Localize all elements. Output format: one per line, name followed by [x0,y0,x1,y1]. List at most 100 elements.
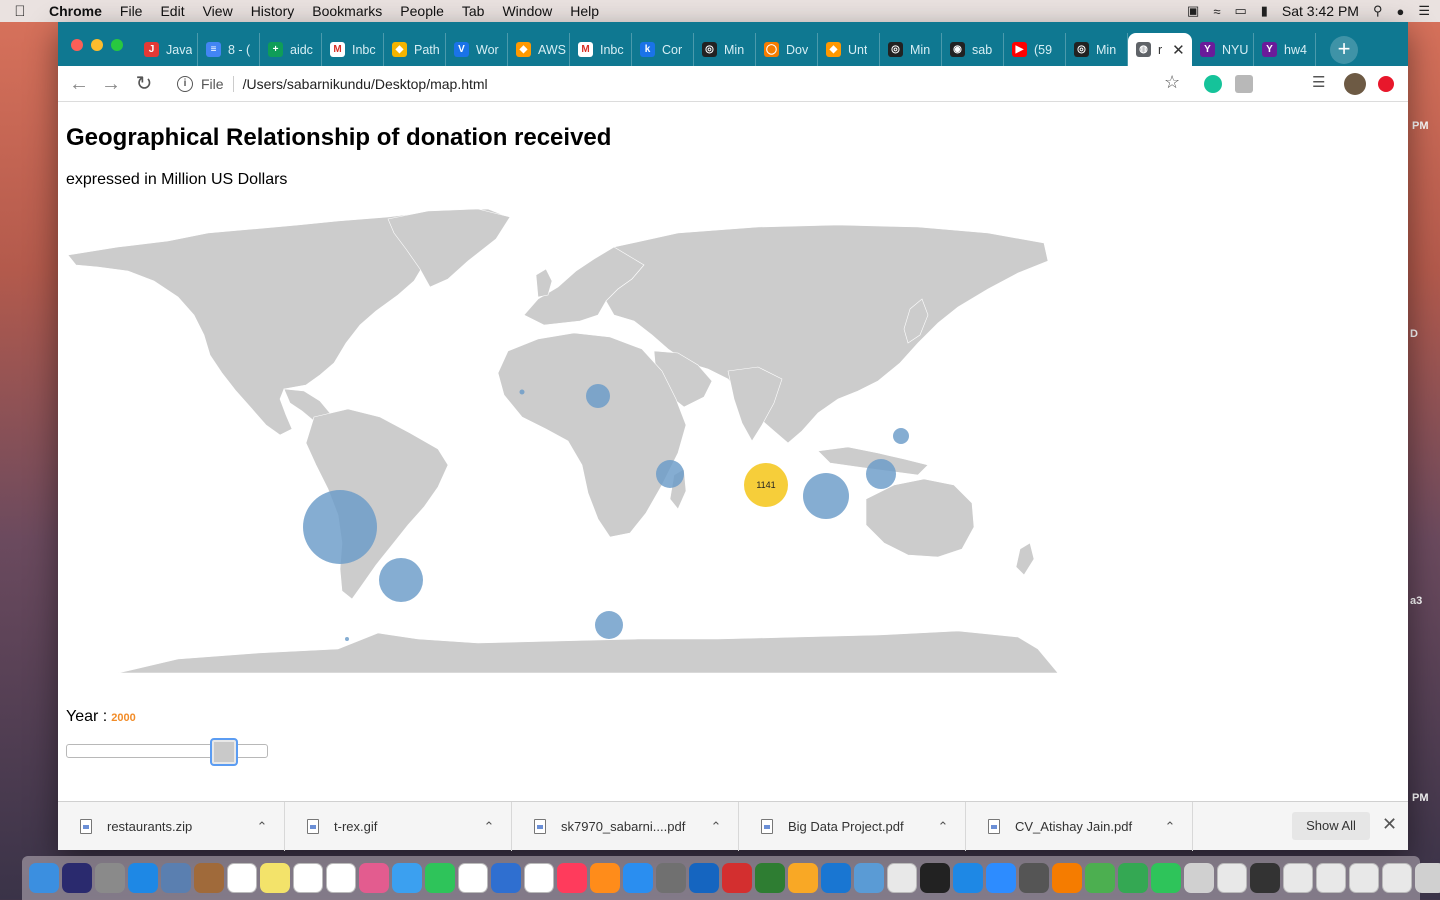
dock-app-icon[interactable] [28,863,59,893]
donation-bubble[interactable] [866,459,896,489]
reload-icon[interactable]: ↻ [135,73,153,95]
apple-menu-icon[interactable]:  [0,3,40,20]
dock-app-icon[interactable] [853,863,884,893]
dock-app-icon[interactable] [325,863,356,893]
bookmark-star-icon[interactable]: ☆ [1164,72,1181,92]
browser-tab[interactable]: ◆ Path [384,33,446,66]
chevron-up-icon[interactable]: ⌃ [710,818,722,834]
new-tab-button[interactable]: + [1330,36,1358,64]
camera-icon[interactable]: ▣ [1187,3,1200,18]
dock-app-icon[interactable] [424,863,455,893]
browser-tab[interactable]: ◯ Dov [756,33,818,66]
address-bar[interactable]: i File /Users/sabarnikundu/Desktop/map.h… [170,69,1190,99]
dock-app-icon[interactable] [358,863,389,893]
browser-tab[interactable]: ◆ AWS [508,33,570,66]
browser-tab[interactable]: M Inbc [322,33,384,66]
browser-tab[interactable]: M Inbc [570,33,632,66]
dock-app-icon[interactable] [523,863,554,893]
extension-red-icon[interactable] [1378,76,1394,92]
dock-app-icon[interactable] [292,863,323,893]
browser-tab[interactable]: ▶ (59 [1004,33,1066,66]
dock-app-icon[interactable] [919,863,950,893]
menu-tab[interactable]: Tab [461,3,485,19]
menu-help[interactable]: Help [570,3,600,19]
battery-icon[interactable]: ▮ [1260,3,1268,18]
spotlight-search-icon[interactable]: ⚲ [1372,3,1383,18]
dock-app-icon[interactable] [589,863,620,893]
dock-app-icon[interactable] [391,863,422,893]
dock-app-icon[interactable] [1315,863,1346,893]
dock-app-icon[interactable] [1183,863,1214,893]
tab-close-icon[interactable]: ✕ [1172,41,1185,59]
browser-tab[interactable]: V Wor [446,33,508,66]
menu-window[interactable]: Window [502,3,553,19]
siri-icon[interactable]: ● [1396,3,1405,19]
chevron-up-icon[interactable]: ⌃ [1164,818,1176,834]
minimize-window-button[interactable] [91,39,103,51]
dock-app-icon[interactable] [1051,863,1082,893]
browser-tab[interactable]: ◎ Min [880,33,942,66]
menu-app-name[interactable]: Chrome [49,3,102,19]
dock-app-icon[interactable] [688,863,719,893]
browser-tab[interactable]: ◆ Unt [818,33,880,66]
dock-app-icon[interactable] [1249,863,1280,893]
donation-bubble[interactable] [595,611,623,639]
airplay-icon[interactable]: ▭ [1234,3,1247,18]
grammarly-extension-icon[interactable] [1204,75,1222,93]
dock-app-icon[interactable] [622,863,653,893]
dock-app-icon[interactable] [655,863,686,893]
dock-app-icon[interactable] [61,863,92,893]
dock-app-icon[interactable] [787,863,818,893]
dock-app-icon[interactable] [886,863,917,893]
close-icon[interactable]: ✕ [1382,814,1398,834]
menu-file[interactable]: File [119,3,143,19]
browser-tab[interactable]: ◎ Min [694,33,756,66]
download-item[interactable]: Big Data Project.pdf ⌃ [739,802,966,851]
dock-app-icon[interactable] [226,863,257,893]
dock-app-icon[interactable] [985,863,1016,893]
dock-app-icon[interactable] [1381,863,1412,893]
browser-tab[interactable]: Y NYU [1192,33,1254,66]
menu-view[interactable]: View [202,3,233,19]
dock-app-icon[interactable] [193,863,224,893]
menu-history[interactable]: History [250,3,295,19]
dock-app-icon[interactable] [127,863,158,893]
dock-app-icon[interactable] [952,863,983,893]
tab-active[interactable]: ◍ r ✕ [1128,33,1192,66]
donation-bubble[interactable] [586,384,610,408]
chevron-up-icon[interactable]: ⌃ [256,818,268,834]
wifi-icon[interactable]: ≈ [1213,3,1221,19]
extension-icon[interactable] [1235,75,1253,93]
dock-app-icon[interactable] [1282,863,1313,893]
menu-edit[interactable]: Edit [160,3,185,19]
menu-people[interactable]: People [400,3,444,19]
close-window-button[interactable] [71,39,83,51]
donation-bubble[interactable] [519,389,525,395]
dock-app-icon[interactable] [1084,863,1115,893]
browser-tab[interactable]: ≡ 8 - ( [198,33,260,66]
menu-bookmarks[interactable]: Bookmarks [312,3,383,19]
browser-tab[interactable]: J Java [136,33,198,66]
download-item[interactable]: CV_Atishay Jain.pdf ⌃ [966,802,1193,851]
dock-app-icon[interactable] [1018,863,1049,893]
browser-tab[interactable]: k Cor [632,33,694,66]
dock-app-icon[interactable] [1216,863,1247,893]
dock-app-icon[interactable] [1414,863,1440,893]
dock-app-icon[interactable] [457,863,488,893]
year-slider-thumb[interactable] [210,738,238,766]
download-item[interactable]: sk7970_sabarni....pdf ⌃ [512,802,739,851]
browser-tab[interactable]: ◎ Min [1066,33,1128,66]
show-all-downloads-button[interactable]: Show All [1292,812,1370,840]
dock-app-icon[interactable] [556,863,587,893]
dock-app-icon[interactable] [1117,863,1148,893]
dock-app-icon[interactable] [259,863,290,893]
forward-arrow-icon[interactable]: → [101,73,121,95]
address-path[interactable]: /Users/sabarnikundu/Desktop/map.html [242,76,488,92]
media-control-icon[interactable]: ☰ [1312,74,1326,91]
donation-bubble[interactable] [379,558,423,602]
dock-app-icon[interactable] [1348,863,1379,893]
menu-clock[interactable]: Sat 3:42 PM [1281,3,1359,19]
dock-app-icon[interactable] [754,863,785,893]
dock-app-icon[interactable] [1150,863,1181,893]
